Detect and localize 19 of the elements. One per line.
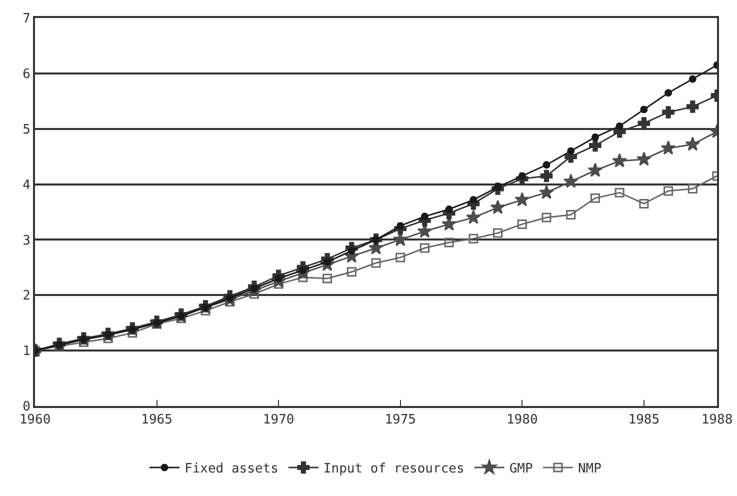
- y-tick-label: 4: [22, 178, 31, 193]
- x-tick-label: 1965: [141, 412, 172, 428]
- y-tick-label: 0: [22, 400, 30, 415]
- legend-label: Input of resources: [323, 462, 464, 477]
- x-tick-label: 1988: [701, 412, 733, 428]
- x-tick-label: 1960: [19, 412, 51, 428]
- y-tick-label: 7: [22, 12, 30, 27]
- x-tick-label: 1975: [384, 412, 416, 428]
- legend-label: Fixed assets: [184, 462, 278, 477]
- x-tick-label: 1980: [506, 412, 538, 428]
- y-tick-label: 6: [22, 66, 30, 82]
- y-tick-label: 2: [22, 288, 30, 304]
- x-tick-label: 1970: [262, 412, 294, 428]
- y-tick-label: 3: [22, 233, 30, 248]
- y-tick-label: 1: [22, 344, 30, 360]
- x-tick-label: 1985: [628, 412, 660, 428]
- legend-label: GMP: [509, 462, 533, 477]
- legend-label: NMP: [578, 462, 602, 477]
- y-tick-label: 5: [22, 122, 30, 138]
